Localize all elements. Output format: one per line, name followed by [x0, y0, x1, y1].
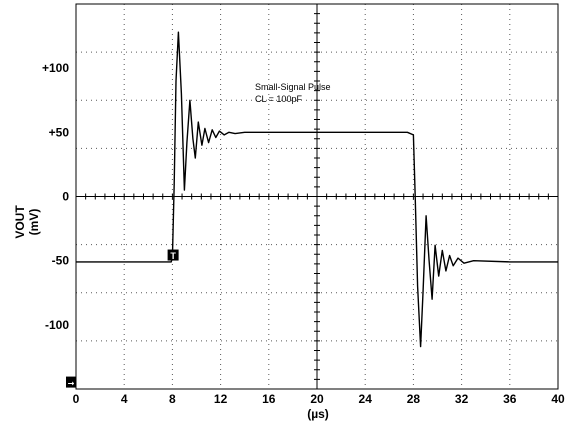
x-tick-label: 4: [121, 392, 128, 406]
marker-layer: T→: [66, 249, 179, 388]
x-tick-label: 12: [214, 392, 228, 406]
y-tick-label: +100: [42, 61, 69, 75]
y-tick-label: +50: [49, 125, 70, 139]
waveform-trace: [76, 31, 558, 348]
annotation-line-2: CL = 100pF: [255, 94, 302, 104]
x-tick-label: 24: [359, 392, 373, 406]
ground-reference-label: →: [68, 379, 75, 388]
trigger-marker: [167, 249, 179, 261]
y-tick-label: 0: [62, 190, 69, 204]
x-tick-label: 40: [551, 392, 565, 406]
x-tick-label: 32: [455, 392, 469, 406]
trigger-marker-label: T: [170, 251, 176, 261]
y-tick-label: -100: [45, 318, 69, 332]
x-axis-title: (µs): [307, 407, 329, 421]
x-tick-label: 0: [73, 392, 80, 406]
axes-layer: [75, 3, 559, 390]
label-layer: Small-Signal Pulse CL = 100pF VOUT (mV) …: [13, 61, 565, 421]
x-tick-label: 36: [503, 392, 517, 406]
series-layer: [76, 31, 558, 348]
y-tick-label: -50: [52, 254, 70, 268]
x-tick-label: 8: [169, 392, 176, 406]
ground-reference-marker: [66, 376, 76, 388]
x-tick-label: 28: [407, 392, 421, 406]
y-axis-title-line-2: (mV): [27, 209, 41, 236]
annotation-line-1: Small-Signal Pulse: [255, 82, 331, 92]
x-tick-label: 20: [310, 392, 324, 406]
x-tick-label: 16: [262, 392, 276, 406]
y-axis-title-line-1: VOUT: [13, 205, 27, 239]
